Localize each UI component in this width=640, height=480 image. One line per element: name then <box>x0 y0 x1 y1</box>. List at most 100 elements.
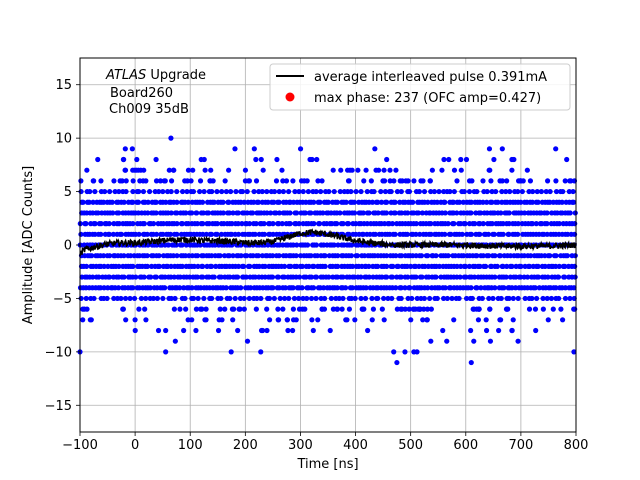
scatter-point <box>402 306 408 312</box>
scatter-point <box>366 263 372 269</box>
scatter-point <box>450 199 457 205</box>
scatter-point <box>95 156 101 163</box>
scatter-point <box>407 285 413 291</box>
scatter-point <box>544 178 551 184</box>
scatter-point <box>87 188 93 195</box>
scatter-point <box>235 210 241 216</box>
scatter-point <box>213 263 219 269</box>
x-tick-label: 800 <box>564 438 589 453</box>
scatter-point <box>232 295 238 302</box>
scatter-point <box>280 178 286 184</box>
scatter-point <box>242 167 249 173</box>
scatter-point <box>472 221 478 227</box>
scatter-point <box>162 285 168 291</box>
scatter-point <box>131 295 138 302</box>
scatter-point <box>486 253 492 259</box>
scatter-point <box>185 221 191 227</box>
scatter-point <box>487 306 493 312</box>
scatter-point <box>130 221 136 227</box>
scatter-point <box>164 188 171 195</box>
scatter-point <box>328 295 334 302</box>
scatter-point <box>273 178 280 184</box>
scatter-point <box>402 285 408 291</box>
scatter-point <box>363 285 369 291</box>
scatter-point <box>477 263 483 269</box>
scatter-point <box>306 263 312 269</box>
scatter-point <box>80 306 86 312</box>
scatter-point <box>287 221 293 227</box>
scatter-point <box>405 210 411 216</box>
scatter-point <box>130 263 136 269</box>
scatter-point <box>190 295 197 302</box>
scatter-point <box>521 210 528 216</box>
legend: average interleaved pulse 0.391mA max ph… <box>269 63 571 111</box>
scatter-point <box>92 188 98 195</box>
scatter-point <box>199 199 206 205</box>
scatter-point <box>230 210 236 216</box>
scatter-point <box>136 188 142 195</box>
scatter-point <box>405 274 411 280</box>
average-pulse-series <box>79 228 577 257</box>
scatter-point <box>393 253 399 259</box>
scatter-point <box>313 295 319 302</box>
scatter-point <box>281 263 288 269</box>
scatter-point <box>91 178 97 184</box>
scatter-point <box>439 167 445 173</box>
x-axis-ticks: −100 0 100 200 300 400 500 600 700 800 <box>62 432 588 453</box>
scatter-point <box>155 327 162 334</box>
scatter-point <box>179 221 185 227</box>
scatter-point <box>302 210 308 216</box>
x-tick-label: 500 <box>398 438 423 453</box>
scatter-point <box>503 274 509 280</box>
scatter-point <box>535 263 541 269</box>
scatter-point <box>509 263 515 269</box>
scatter-point <box>349 263 356 269</box>
scatter-point <box>90 199 96 205</box>
scatter-point <box>168 135 174 141</box>
scatter-point <box>409 295 415 302</box>
scatter-point <box>555 274 562 280</box>
scatter-point <box>189 285 195 291</box>
scatter-point <box>384 253 390 259</box>
scatter-point <box>365 327 371 334</box>
y-axis-ticks: −15 −10 −5 0 5 10 15 <box>45 78 80 414</box>
scatter-point <box>223 188 229 195</box>
scatter-point <box>320 210 326 216</box>
scatter-point <box>194 221 200 227</box>
scatter-point <box>413 274 419 280</box>
scatter-point <box>294 242 300 248</box>
scatter-point <box>536 285 542 291</box>
scatter-point <box>308 210 314 216</box>
scatter-point <box>358 188 364 195</box>
scatter-point <box>296 274 303 280</box>
scatter-point <box>185 167 192 173</box>
scatter-point <box>214 231 220 237</box>
scatter-point <box>229 306 236 312</box>
scatter-point <box>571 285 577 291</box>
scatter-point <box>211 199 217 205</box>
scatter-point <box>405 295 411 302</box>
scatter-point <box>86 199 92 205</box>
scatter-point <box>490 295 496 302</box>
scatter-point <box>449 295 455 302</box>
scatter-point <box>441 156 447 163</box>
scatter-point <box>457 274 463 280</box>
scatter-point <box>98 231 104 237</box>
scatter-point <box>344 317 350 323</box>
scatter-point <box>326 188 332 195</box>
scatter-point <box>375 210 381 216</box>
scatter-point <box>98 178 104 184</box>
scatter-point <box>255 199 262 205</box>
scatter-point <box>565 231 571 237</box>
scatter-point <box>191 263 197 269</box>
scatter-point <box>421 188 428 195</box>
scatter-point <box>300 188 306 195</box>
scatter-point <box>498 210 504 216</box>
scatter-point <box>116 221 122 227</box>
scatter-point <box>239 188 246 195</box>
scatter-point <box>492 274 498 280</box>
annotation-line-1: ATLAS Upgrade <box>105 68 206 83</box>
scatter-point <box>375 263 381 269</box>
scatter-point <box>544 231 550 237</box>
scatter-point <box>100 253 107 259</box>
